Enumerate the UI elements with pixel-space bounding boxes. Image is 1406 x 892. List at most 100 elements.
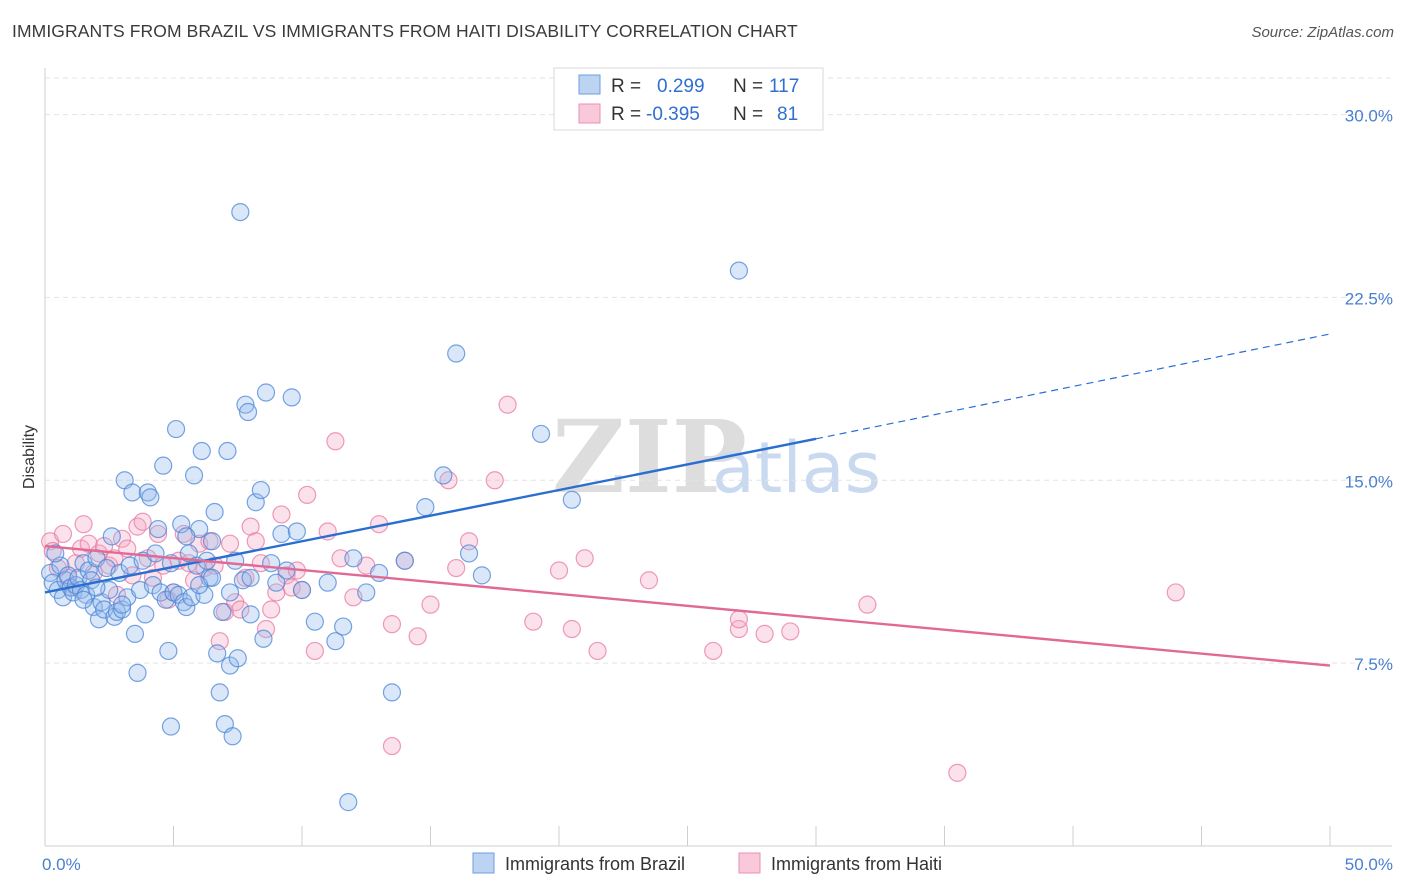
haiti-point bbox=[588, 641, 607, 661]
haiti-point bbox=[439, 471, 458, 490]
bottom-swatch-brazil bbox=[472, 852, 495, 874]
brazil-point bbox=[339, 793, 358, 812]
haiti-point bbox=[382, 615, 402, 634]
x-tick-labels: 0.0% 50.0% bbox=[42, 855, 1393, 874]
haiti-point bbox=[298, 485, 317, 505]
brazil-point bbox=[531, 424, 551, 444]
brazil-point bbox=[213, 602, 232, 622]
brazil-point bbox=[236, 395, 255, 414]
legend-n-value-brazil: 117 bbox=[769, 76, 799, 97]
brazil-point bbox=[223, 727, 242, 746]
brazil-point bbox=[254, 629, 273, 648]
axes bbox=[44, 68, 1392, 847]
brazil-point bbox=[138, 483, 157, 502]
y-tick-labels: 7.5% 15.0% 22.5% 30.0% bbox=[1345, 107, 1393, 675]
brazil-point bbox=[395, 551, 414, 570]
haiti-point bbox=[1166, 583, 1185, 602]
brazil-point bbox=[202, 532, 222, 551]
brazil-point bbox=[562, 490, 581, 509]
brazil-point bbox=[326, 632, 345, 651]
brazil-point bbox=[318, 573, 337, 592]
x-tick-label-0: 0.0% bbox=[42, 855, 81, 874]
brazil-point bbox=[287, 522, 306, 541]
haiti-point bbox=[858, 595, 877, 614]
legend-swatch-haiti bbox=[578, 103, 601, 124]
y-tick-label-2: 22.5% bbox=[1345, 289, 1393, 308]
brazil-point bbox=[416, 498, 435, 517]
brazil-point bbox=[184, 466, 204, 485]
brazil-point bbox=[128, 663, 147, 682]
haiti-point bbox=[143, 568, 163, 587]
brazil-point bbox=[166, 419, 186, 439]
brazil-point bbox=[146, 544, 165, 563]
legend-r-value-brazil: 0.299 bbox=[657, 76, 705, 97]
brazil-point bbox=[434, 466, 453, 485]
haiti-point bbox=[948, 763, 967, 782]
bottom-swatch-haiti bbox=[738, 852, 761, 874]
y-tick-label-0: 7.5% bbox=[1354, 655, 1393, 674]
source-credit: Source: ZipAtlas.com bbox=[1251, 24, 1394, 41]
haiti-point bbox=[220, 534, 240, 553]
bottom-legend-brazil: Immigrants from Brazil bbox=[505, 854, 685, 874]
brazil-point bbox=[161, 717, 181, 736]
brazil-point bbox=[195, 585, 214, 604]
brazil-point bbox=[148, 519, 168, 539]
brazil-point bbox=[344, 549, 363, 568]
brazil-point bbox=[123, 483, 142, 502]
haiti-point bbox=[447, 558, 466, 578]
brazil-point bbox=[447, 344, 466, 363]
brazil-point bbox=[272, 524, 291, 544]
bottom-legend: Immigrants from Brazil Immigrants from H… bbox=[472, 852, 942, 874]
haiti-point bbox=[704, 641, 723, 661]
haiti-point bbox=[408, 627, 427, 646]
haiti-point bbox=[524, 612, 543, 631]
brazil-point bbox=[382, 683, 402, 702]
brazil-point bbox=[472, 566, 491, 585]
brazil-point bbox=[102, 527, 121, 546]
brazil-point bbox=[125, 624, 145, 643]
brazil-point bbox=[238, 402, 258, 422]
brazil-point bbox=[177, 597, 196, 617]
haiti-point bbox=[272, 505, 291, 524]
brazil-trend-extension bbox=[815, 333, 1331, 440]
legend-n-label-haiti: N = bbox=[733, 104, 763, 125]
brazil-point bbox=[334, 617, 353, 636]
chart-title: IMMIGRANTS FROM BRAZIL VS IMMIGRANTS FRO… bbox=[12, 21, 798, 41]
brazil-point bbox=[141, 488, 160, 507]
brazil-point bbox=[262, 554, 281, 573]
brazil-point bbox=[159, 641, 178, 661]
haiti-point bbox=[53, 524, 73, 544]
brazil-point bbox=[241, 605, 260, 624]
haiti-point bbox=[729, 619, 749, 639]
top-legend: R = 0.299 N = 117 R = -0.395 N = 81 bbox=[553, 67, 824, 131]
legend-r-label-brazil: R = bbox=[611, 76, 641, 97]
brazil-point bbox=[459, 544, 479, 563]
haiti-point bbox=[231, 600, 250, 619]
brazil-point bbox=[277, 561, 296, 580]
x-tick-label-1: 50.0% bbox=[1345, 855, 1393, 874]
haiti-point bbox=[246, 532, 265, 551]
haiti-point bbox=[729, 610, 749, 629]
haiti-point bbox=[74, 515, 93, 534]
haiti-point bbox=[262, 600, 281, 619]
brazil-point bbox=[74, 590, 93, 609]
trend-lines bbox=[44, 333, 1331, 667]
haiti-point bbox=[562, 619, 581, 639]
haiti-point bbox=[133, 512, 152, 531]
legend-r-value-haiti: -0.395 bbox=[646, 104, 700, 125]
haiti-point bbox=[331, 549, 350, 568]
brazil-point bbox=[357, 583, 376, 602]
brazil-point bbox=[154, 456, 173, 475]
brazil-point bbox=[251, 480, 270, 500]
brazil-point bbox=[292, 580, 312, 600]
haiti-point bbox=[755, 624, 774, 643]
haiti-point bbox=[639, 571, 659, 590]
legend-n-value-haiti: 81 bbox=[777, 104, 798, 125]
brazil-point bbox=[192, 441, 211, 461]
watermark-atlas: atlas bbox=[712, 427, 881, 509]
brazil-point bbox=[305, 612, 324, 631]
y-tick-label-3: 30.0% bbox=[1345, 107, 1393, 126]
brazil-point bbox=[208, 644, 227, 663]
brazil-point bbox=[202, 568, 222, 587]
